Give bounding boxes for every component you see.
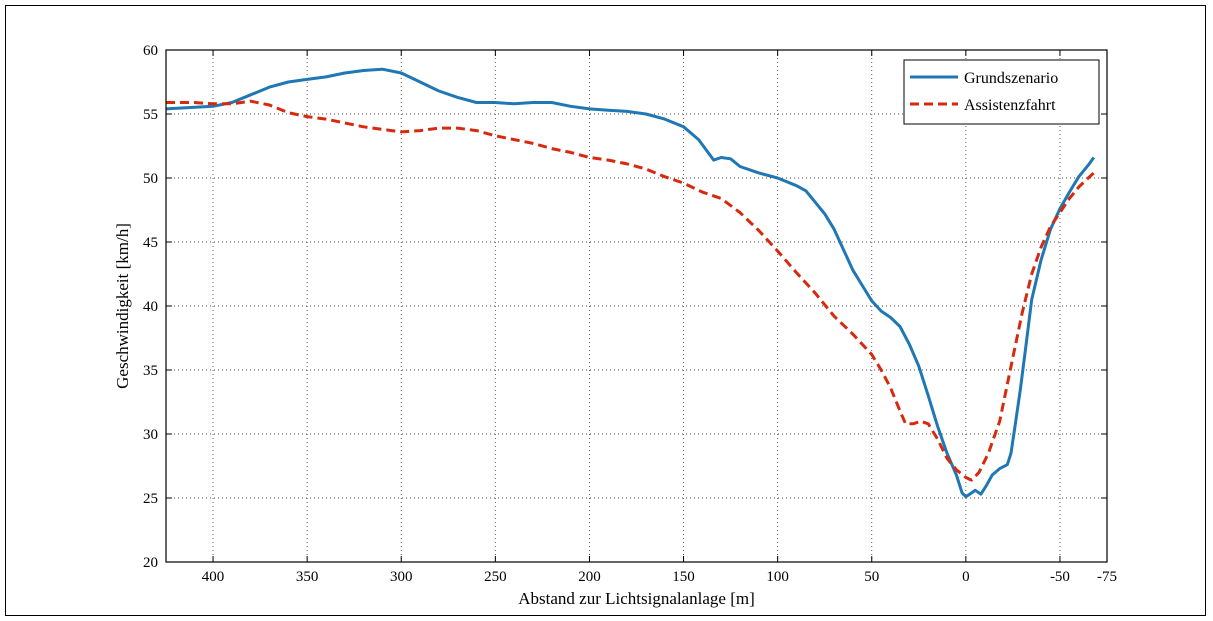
y-tick-label: 45: [143, 235, 158, 251]
y-tick-label: 20: [143, 555, 158, 571]
x-tick-label: 400: [202, 569, 225, 585]
y-axis-label: Geschwindigkeit [km/h]: [113, 223, 132, 389]
grid-lines: [166, 50, 1107, 562]
series-line-grundszenario: [165, 67, 1096, 499]
series-layer: [165, 67, 1096, 499]
x-tick-label: 50: [864, 569, 879, 585]
x-tick-label: 300: [390, 569, 413, 585]
series-line-assistenzfahrt: [166, 99, 1095, 482]
x-axis-label: Abstand zur Lichtsignalanlage [m]: [518, 589, 755, 608]
y-tick-label: 25: [143, 491, 158, 507]
axis-ticks: 400 350 300 250 200 150 100 50 0 -50 -75 20 25 30 35 40…: [143, 43, 1117, 585]
legend-entry-grundszenario: Grundszenario: [964, 70, 1058, 87]
y-tick-label: 55: [143, 107, 158, 123]
y-tick-label: 40: [143, 299, 158, 315]
y-tick-label: 50: [143, 171, 158, 187]
y-tick-label: 60: [143, 43, 158, 59]
x-tick-label: 100: [766, 569, 789, 585]
x-tick-label: 250: [484, 569, 507, 585]
x-tick-label: -75: [1097, 569, 1117, 585]
legend-box: [903, 59, 1100, 125]
y-tick-label: 30: [143, 427, 158, 443]
x-tick-label: 200: [578, 569, 601, 585]
legend: Grundszenario Assistenzfahrt: [903, 59, 1100, 125]
x-tick-label: 150: [672, 569, 695, 585]
y-tick-label: 35: [143, 363, 158, 379]
x-tick-label: 0: [962, 569, 970, 585]
x-tick-label: 350: [296, 569, 319, 585]
x-tick-label: -50: [1050, 569, 1070, 585]
legend-entry-assistenzfahrt: Assistenzfahrt: [964, 97, 1056, 114]
